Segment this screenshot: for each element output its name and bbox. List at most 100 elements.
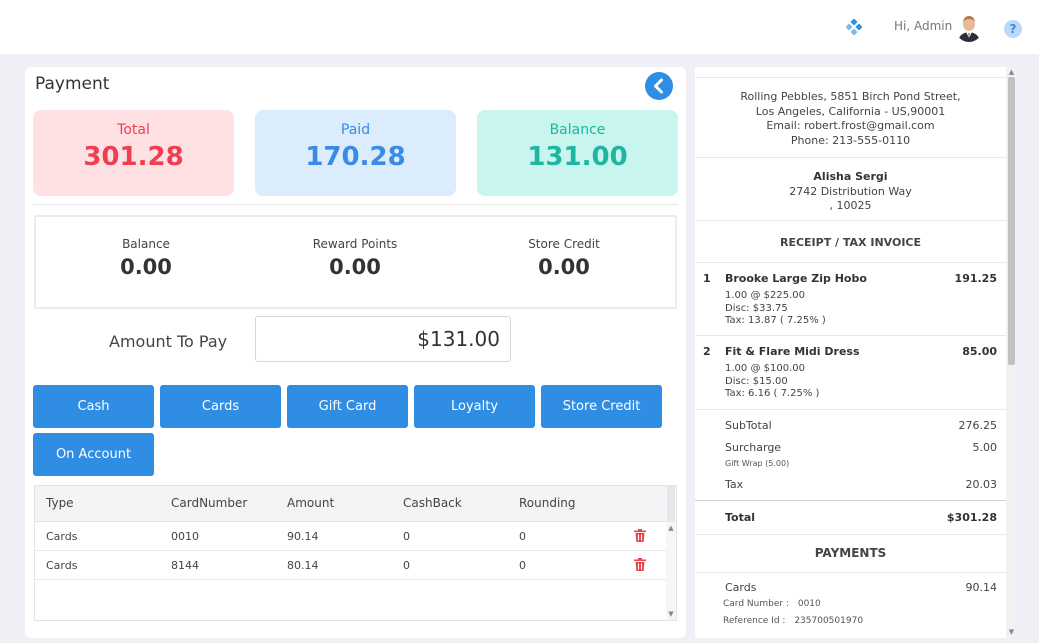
avatar[interactable]	[955, 12, 983, 42]
back-button[interactable]	[645, 72, 673, 100]
top-bar: Hi, Admin ?	[0, 0, 1039, 54]
subtotal-label: SubTotal	[725, 419, 772, 432]
item-number: 1	[703, 272, 711, 285]
item-discount: Disc: $33.75	[725, 302, 788, 314]
col-rounding: Rounding	[519, 496, 576, 510]
payment-panel: Payment Total 301.28 Paid 170.28 Balance…	[25, 67, 686, 638]
surcharge-note: Gift Wrap (5.00)	[725, 459, 790, 468]
paid-label: Paid	[340, 122, 371, 138]
divider	[695, 220, 1006, 221]
receipt-total-value: $301.28	[946, 511, 997, 524]
customer-name: Alisha Sergi	[813, 170, 888, 183]
cell-amount: 80.14	[287, 559, 319, 572]
table-row: Cards 0010 90.14 0 0	[35, 522, 666, 551]
table-scrollbar-thumb[interactable]	[667, 486, 675, 522]
receipt-total-label: Total	[725, 511, 756, 524]
table-scrollbar[interactable]: ▲ ▼	[666, 486, 676, 620]
balance-label: Balance	[549, 122, 606, 138]
cell-rounding: 0	[519, 530, 526, 543]
reference-line: Reference Id : 235700501970	[723, 616, 863, 626]
store-phone: Phone: 213-555-0110	[790, 133, 911, 147]
item-discount: Disc: $15.00	[725, 375, 788, 387]
paid-value: 170.28	[305, 142, 406, 172]
payments-title: PAYMENTS	[814, 546, 887, 560]
cell-card-number: 0010	[171, 530, 199, 543]
scroll-down-arrow[interactable]: ▼	[1008, 628, 1015, 636]
loyalty-button[interactable]: Loyalty	[414, 385, 535, 428]
reference-label: Reference Id :	[723, 616, 786, 626]
cell-type: Cards	[46, 559, 78, 572]
card-number-label: Card Number :	[723, 599, 789, 609]
reward-points: Reward Points 0.00	[255, 237, 455, 279]
surcharge-value: 5.00	[972, 441, 998, 454]
customer-balance: Balance 0.00	[46, 237, 246, 279]
item-name: Fit & Flare Midi Dress	[725, 345, 860, 358]
gift-card-button[interactable]: Gift Card	[287, 385, 408, 428]
trash-icon[interactable]	[634, 529, 646, 542]
cell-cashback: 0	[403, 530, 410, 543]
divider	[33, 204, 678, 205]
cell-amount: 90.14	[287, 530, 319, 543]
scroll-down-arrow[interactable]: ▼	[668, 610, 674, 618]
receipt-scrollbar-thumb[interactable]	[1008, 77, 1015, 365]
diamond-grid-icon[interactable]	[846, 19, 862, 35]
cards-button[interactable]: Cards	[160, 385, 281, 428]
payment-type: Cards	[725, 581, 757, 594]
store-email: Email: robert.frost@gmail.com	[766, 119, 935, 132]
divider	[695, 77, 1006, 78]
divider	[695, 262, 1006, 263]
help-icon[interactable]: ?	[1004, 20, 1022, 38]
card-number-line: Card Number : 0010	[723, 599, 821, 609]
col-cashback: CashBack	[403, 496, 462, 510]
amount-to-pay-input[interactable]: $131.00	[255, 316, 511, 362]
total-value: 301.28	[83, 142, 184, 172]
divider	[695, 500, 1006, 501]
item-price: 85.00	[962, 345, 997, 358]
customer-balances: Balance 0.00 Reward Points 0.00 Store Cr…	[34, 215, 677, 309]
customer-info: Alisha Sergi 2742 Distribution Way , 100…	[695, 170, 1006, 214]
tax-label: Tax	[725, 478, 744, 491]
payment-amount: 90.14	[965, 581, 998, 594]
scroll-up-arrow[interactable]: ▲	[1008, 68, 1015, 76]
subtotal-value: 276.25	[958, 419, 998, 432]
store-address-line: Los Angeles, California - US,90001	[755, 104, 946, 118]
paid-card: Paid 170.28	[255, 110, 456, 196]
item-price: 191.25	[954, 272, 997, 285]
col-card-number: CardNumber	[171, 496, 248, 510]
store-address-line: Rolling Pebbles, 5851 Birch Pond Street,	[740, 90, 961, 103]
store-credit-button[interactable]: Store Credit	[541, 385, 662, 428]
table-row: Cards 8144 80.14 0 0	[35, 551, 666, 580]
customer-postcode: , 10025	[829, 199, 872, 212]
store-credit: Store Credit 0.00	[464, 237, 664, 279]
item-name: Brooke Large Zip Hobo	[725, 272, 867, 285]
total-card: Total 301.28	[33, 110, 234, 196]
customer-balance-label: Balance	[122, 237, 170, 251]
receipt-content: Rolling Pebbles, 5851 Birch Pond Street,…	[695, 67, 1006, 638]
trash-icon[interactable]	[634, 558, 646, 571]
user-greeting: Hi, Admin	[894, 19, 953, 33]
receipt-scrollbar[interactable]: ▲ ▼	[1006, 67, 1017, 638]
cash-button[interactable]: Cash	[33, 385, 154, 428]
balance-value: 131.00	[527, 142, 628, 172]
item-tax: Tax: 13.87 ( 7.25% )	[725, 315, 826, 326]
chevron-left-icon	[654, 78, 663, 94]
receipt-title: RECEIPT / TAX INVOICE	[779, 236, 922, 249]
tax-value: 20.03	[965, 478, 998, 491]
on-account-button[interactable]: On Account	[33, 433, 154, 476]
col-type: Type	[46, 496, 74, 510]
customer-balance-value: 0.00	[120, 255, 172, 279]
divider	[695, 572, 1006, 573]
card-number-value: 0010	[797, 599, 821, 609]
cell-type: Cards	[46, 530, 78, 543]
surcharge-label: Surcharge	[725, 441, 782, 454]
cell-rounding: 0	[519, 559, 526, 572]
item-details: 1.00 @ $225.00 Disc: $33.75 Tax: 13.87 (…	[725, 290, 826, 328]
col-amount: Amount	[287, 496, 335, 510]
reward-points-label: Reward Points	[312, 237, 398, 251]
total-label: Total	[117, 122, 150, 138]
scroll-up-arrow[interactable]: ▲	[668, 524, 674, 532]
page-title: Payment	[35, 74, 110, 94]
item-number: 2	[703, 345, 711, 358]
receipt-panel: Rolling Pebbles, 5851 Birch Pond Street,…	[695, 67, 1017, 638]
customer-address: 2742 Distribution Way	[789, 184, 912, 198]
